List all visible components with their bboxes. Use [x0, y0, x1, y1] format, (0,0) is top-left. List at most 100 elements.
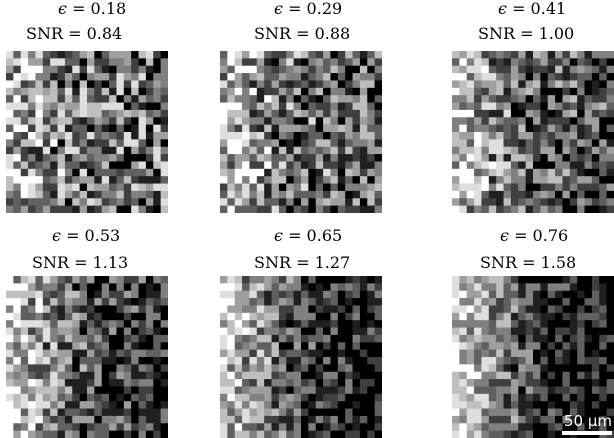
- noise-pixel: [569, 80, 578, 89]
- noise-pixel: [352, 154, 361, 162]
- noise-pixel: [271, 415, 280, 424]
- noise-pixel: [220, 146, 228, 155]
- noise-pixel: [308, 73, 317, 81]
- noise-pixel: [264, 423, 272, 431]
- noise-pixel: [138, 73, 147, 81]
- noise-pixel: [496, 51, 504, 59]
- noise-pixel: [481, 205, 490, 213]
- noise-pixel: [286, 430, 294, 438]
- noise-pixel: [256, 124, 265, 133]
- noise-pixel: [374, 327, 382, 336]
- noise-pixel: [301, 371, 309, 380]
- noise-pixel: [474, 73, 482, 81]
- noise-pixel: [503, 102, 512, 111]
- noise-pixel: [510, 349, 519, 358]
- noise-pixel: [577, 415, 585, 424]
- noise-pixel: [315, 154, 324, 162]
- noise-pixel: [57, 364, 66, 373]
- noise-pixel: [109, 87, 117, 96]
- noise-pixel: [540, 379, 549, 387]
- noise-pixel: [591, 290, 600, 299]
- noise-pixel: [584, 393, 593, 402]
- noise-pixel: [271, 342, 280, 350]
- noise-pixel: [94, 430, 103, 438]
- noise-pixel: [138, 342, 147, 350]
- noise-pixel: [101, 190, 110, 199]
- noise-pixel: [359, 298, 368, 306]
- noise-pixel: [308, 327, 317, 336]
- noise-pixel: [153, 298, 161, 306]
- noise-pixel: [367, 298, 375, 306]
- noise-pixel: [591, 190, 600, 199]
- noise-pixel: [591, 80, 600, 89]
- noise-pixel: [264, 415, 272, 424]
- noise-pixel: [510, 290, 519, 299]
- noise-pixel: [87, 290, 95, 299]
- noise-pixel: [13, 305, 22, 314]
- noise-pixel: [301, 139, 309, 148]
- noise-pixel: [577, 379, 585, 387]
- noise-pixel: [227, 386, 236, 395]
- noise-pixel: [72, 327, 80, 336]
- noise-pixel: [488, 401, 497, 409]
- noise-pixel: [323, 276, 331, 284]
- noise-pixel: [525, 349, 534, 358]
- noise-pixel: [496, 154, 504, 162]
- noise-pixel: [452, 349, 460, 358]
- noise-pixel: [503, 65, 512, 74]
- noise-pixel: [452, 283, 460, 292]
- noise-pixel: [466, 415, 475, 424]
- noise-pixel: [315, 190, 324, 199]
- noise-pixel: [562, 364, 571, 373]
- noise-pixel: [116, 283, 125, 292]
- noise-pixel: [256, 117, 265, 125]
- noise-pixel: [57, 161, 66, 170]
- noise-pixel: [227, 349, 236, 358]
- noise-pixel: [533, 430, 541, 438]
- noise-pixel: [452, 80, 460, 89]
- noise-pixel: [101, 117, 110, 125]
- noise-pixel: [345, 205, 353, 213]
- noise-pixel: [577, 183, 585, 192]
- noise-pixel: [330, 283, 339, 292]
- noise-pixel: [525, 109, 534, 118]
- noise-pixel: [138, 154, 147, 162]
- noise-pixel: [562, 298, 571, 306]
- noise-pixel: [116, 393, 125, 402]
- noise-pixel: [496, 393, 504, 402]
- noise-pixel: [496, 87, 504, 96]
- noise-pixel: [35, 415, 44, 424]
- noise-pixel: [293, 146, 302, 155]
- noise-pixel: [109, 198, 117, 206]
- noise-pixel: [271, 393, 280, 402]
- noise-pixel: [87, 51, 95, 59]
- noise-pixel: [591, 401, 600, 409]
- noise-pixel: [510, 334, 519, 343]
- noise-pixel: [337, 320, 346, 328]
- noise-pixel: [227, 154, 236, 162]
- noise-pixel: [488, 51, 497, 59]
- noise-pixel: [116, 276, 125, 284]
- noise-pixel: [220, 132, 228, 140]
- noise-pixel: [518, 205, 526, 213]
- noise-pixel: [518, 393, 526, 402]
- noise-pixel: [591, 283, 600, 292]
- noise-pixel: [116, 176, 125, 184]
- snr-prefix: SNR: [254, 253, 292, 272]
- noise-pixel: [57, 132, 66, 140]
- noise-pixel: [20, 386, 29, 395]
- noise-pixel: [242, 401, 250, 409]
- noise-pixel: [278, 334, 287, 343]
- noise-pixel: [374, 146, 382, 155]
- noise-pixel: [28, 190, 36, 199]
- noise-pixel: [234, 312, 243, 321]
- noise-pixel: [256, 139, 265, 148]
- noise-pixel: [123, 176, 132, 184]
- noise-pixel: [28, 349, 36, 358]
- noise-pixel: [57, 58, 66, 67]
- noise-pixel: [496, 132, 504, 140]
- noise-pixel: [591, 183, 600, 192]
- noise-pixel: [278, 342, 287, 350]
- noise-pixel: [352, 190, 361, 199]
- noise-pixel: [459, 298, 468, 306]
